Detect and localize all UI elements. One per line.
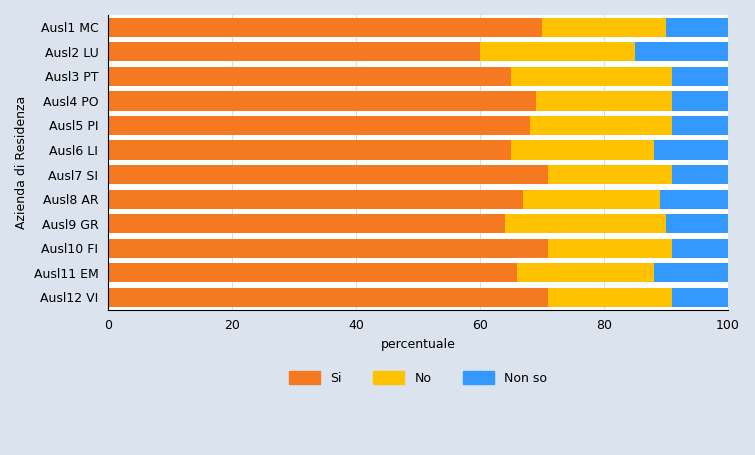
Bar — [108, 42, 480, 61]
Bar — [108, 239, 548, 258]
Bar — [654, 263, 728, 283]
Legend: Si, No, Non so: Si, No, Non so — [284, 366, 552, 389]
Bar — [108, 116, 530, 135]
Bar — [511, 67, 672, 86]
Bar — [511, 141, 654, 160]
Bar — [542, 18, 666, 37]
Bar — [536, 91, 672, 111]
Bar — [517, 263, 654, 283]
Bar — [654, 141, 728, 160]
Bar — [108, 165, 548, 184]
Bar — [108, 67, 511, 86]
Bar — [108, 18, 542, 37]
Bar — [480, 42, 635, 61]
Y-axis label: Azienda di Residenza: Azienda di Residenza — [15, 96, 28, 229]
Bar — [666, 214, 728, 233]
Bar — [672, 91, 728, 111]
Bar — [548, 239, 672, 258]
Bar — [672, 288, 728, 307]
X-axis label: percentuale: percentuale — [381, 338, 455, 351]
Bar — [660, 190, 728, 209]
Bar — [530, 116, 672, 135]
Bar — [672, 67, 728, 86]
Bar — [548, 288, 672, 307]
Bar — [108, 91, 536, 111]
Bar — [672, 116, 728, 135]
Bar — [548, 165, 672, 184]
Bar — [666, 18, 728, 37]
Bar — [672, 165, 728, 184]
Bar — [108, 190, 523, 209]
Bar — [108, 141, 511, 160]
Bar — [108, 288, 548, 307]
Bar — [523, 190, 660, 209]
Bar — [108, 214, 505, 233]
Bar — [505, 214, 666, 233]
Bar — [635, 42, 728, 61]
Bar — [672, 239, 728, 258]
Bar — [108, 263, 517, 283]
